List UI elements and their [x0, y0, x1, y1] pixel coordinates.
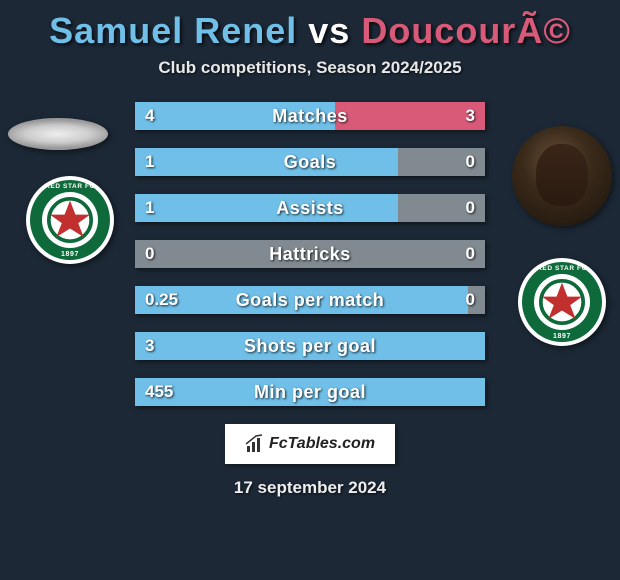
subtitle: Club competitions, Season 2024/2025	[0, 58, 620, 78]
club-name: RED STAR FC	[45, 183, 95, 190]
stat-label: Hattricks	[135, 240, 485, 268]
stat-label: Goals	[135, 148, 485, 176]
stat-label: Goals per match	[135, 286, 485, 314]
stat-value-right: 0	[466, 148, 475, 176]
stat-label: Min per goal	[135, 378, 485, 406]
stat-value-right: 3	[466, 102, 475, 130]
player2-avatar	[512, 126, 612, 226]
player2-name: DoucourÃ©	[361, 10, 571, 51]
stat-label: Matches	[135, 102, 485, 130]
stat-value-right: 0	[466, 286, 475, 314]
stat-row: 0.25Goals per match0	[135, 286, 485, 314]
player1-name: Samuel Renel	[49, 10, 297, 51]
player1-club-badge: RED STAR FC 1897	[26, 176, 114, 264]
comparison-title: Samuel Renel vs DoucourÃ©	[0, 0, 620, 52]
stat-row: 1Assists0	[135, 194, 485, 222]
club-year: 1897	[61, 251, 79, 258]
watermark-text: FcTables.com	[269, 435, 375, 453]
stat-row: 0Hattricks0	[135, 240, 485, 268]
stat-row: 4Matches3	[135, 102, 485, 130]
stat-label: Shots per goal	[135, 332, 485, 360]
stats-bars: 4Matches31Goals01Assists00Hattricks00.25…	[135, 102, 485, 406]
stat-label: Assists	[135, 194, 485, 222]
stat-row: 3Shots per goal	[135, 332, 485, 360]
stat-value-right: 0	[466, 240, 475, 268]
stat-value-right: 0	[466, 194, 475, 222]
club-year: 1897	[553, 333, 571, 340]
date: 17 september 2024	[0, 478, 620, 498]
chart-icon	[245, 434, 265, 454]
watermark: FcTables.com	[225, 424, 395, 464]
stat-row: 1Goals0	[135, 148, 485, 176]
star-icon	[47, 197, 93, 243]
star-icon	[539, 279, 585, 325]
player2-club-badge: RED STAR FC 1897	[518, 258, 606, 346]
stat-row: 455Min per goal	[135, 378, 485, 406]
club-name: RED STAR FC	[537, 265, 587, 272]
player1-avatar	[8, 118, 108, 150]
vs-text: vs	[308, 10, 350, 51]
